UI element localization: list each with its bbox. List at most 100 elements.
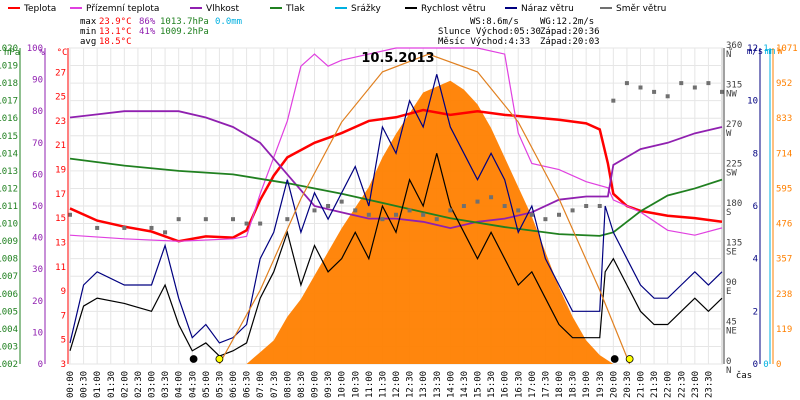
series-point-wind-direction bbox=[258, 221, 263, 226]
tick-label-pressure: 1005 bbox=[0, 307, 18, 317]
tick-label-humidity: 50 bbox=[32, 202, 43, 212]
x-tick-label: 09:30 bbox=[324, 371, 334, 398]
tick-label-temperature: 11 bbox=[55, 263, 66, 273]
x-tick-label: 15:30 bbox=[487, 371, 497, 398]
x-axis-label: čas bbox=[736, 370, 752, 381]
axis-label-direction: ° bbox=[728, 47, 733, 57]
tick-label-humidity: 20 bbox=[32, 297, 43, 307]
tick-label-wind: 8 bbox=[753, 149, 758, 159]
series-line-2 bbox=[69, 110, 723, 230]
series-line-5 bbox=[69, 74, 723, 344]
series-line-3 bbox=[69, 157, 723, 237]
series-point-wind-direction bbox=[203, 217, 208, 222]
tick-label-pressure: 1002 bbox=[0, 360, 18, 370]
tick-label-direction-compass: SW bbox=[726, 169, 737, 179]
series-point-wind-direction bbox=[231, 217, 235, 222]
x-tick-label: 14:00 bbox=[446, 371, 456, 398]
x-tick-label: 01:00 bbox=[93, 371, 103, 398]
sun-moon-marker bbox=[189, 355, 198, 363]
tick-label-humidity: 60 bbox=[32, 170, 43, 180]
series-point-wind-direction bbox=[489, 195, 494, 200]
x-tick-label: 03:00 bbox=[148, 371, 158, 398]
x-tick-label: 00:30 bbox=[80, 371, 90, 398]
sunrise-info: Slunce Východ:05:30 bbox=[438, 27, 541, 37]
axis-label-rain: mm bbox=[765, 47, 776, 57]
stat-label: min bbox=[80, 27, 96, 37]
tick-label-temperature: 23 bbox=[55, 117, 66, 127]
x-tick-label: 16:00 bbox=[501, 371, 511, 398]
x-tick-label: 23:30 bbox=[704, 371, 714, 398]
x-tick-label: 06:30 bbox=[243, 371, 253, 398]
series-point-wind-direction bbox=[312, 208, 317, 213]
series-point-wind-direction bbox=[163, 230, 168, 235]
tick-label-direction: 270 bbox=[726, 120, 742, 130]
stat-label: avg bbox=[80, 37, 96, 47]
sunset-info: Západ:20:36 bbox=[540, 27, 600, 37]
series-point-wind-direction bbox=[95, 225, 100, 230]
tick-label-pressure: 1003 bbox=[0, 342, 18, 352]
tick-label-solar: 1071 bbox=[776, 44, 798, 54]
tick-label-temperature: 5 bbox=[61, 336, 66, 346]
tick-label-pressure: 1013 bbox=[0, 167, 18, 177]
series-point-wind-direction bbox=[652, 89, 657, 94]
x-tick-label: 18:30 bbox=[569, 371, 579, 398]
legend-item: Přízemní teplota bbox=[86, 4, 159, 14]
tick-label-pressure: 1016 bbox=[0, 114, 18, 124]
x-tick-label: 12:00 bbox=[392, 371, 402, 398]
tick-label-direction-compass: N bbox=[726, 50, 731, 60]
x-tick-label: 09:00 bbox=[311, 371, 321, 398]
tick-label-solar: 238 bbox=[776, 290, 792, 300]
axis-label-pressure: hPa bbox=[4, 48, 20, 58]
tick-label-direction: 180 bbox=[726, 199, 742, 209]
axis-label-temperature: °C bbox=[57, 48, 68, 58]
series-line-0 bbox=[69, 108, 723, 243]
tick-label-direction: 360 bbox=[726, 41, 742, 51]
wind-gust-info: WG:12.2m/s bbox=[540, 17, 594, 27]
x-tick-label: 22:00 bbox=[664, 371, 674, 398]
tick-label-temperature: 7 bbox=[61, 311, 66, 321]
x-tick-label: 02:00 bbox=[120, 371, 130, 398]
tick-label-solar: 476 bbox=[776, 220, 792, 230]
stat-humidity: 41% bbox=[139, 27, 156, 37]
x-tick-label: 17:30 bbox=[541, 371, 551, 398]
tick-label-wind: 4 bbox=[753, 255, 758, 265]
series-point-wind-direction bbox=[611, 98, 616, 103]
tick-label-temperature: 15 bbox=[55, 214, 66, 224]
x-tick-label: 19:00 bbox=[582, 371, 592, 398]
x-tick-label: 17:00 bbox=[528, 371, 538, 398]
sun-moon-marker bbox=[610, 355, 619, 363]
tick-label-humidity: 0 bbox=[38, 360, 43, 370]
tick-label-solar: 714 bbox=[776, 149, 792, 159]
sun-moon-marker bbox=[215, 355, 224, 363]
axis-label-solar: W bbox=[777, 47, 783, 57]
legend-item: Teplota bbox=[23, 4, 56, 14]
series-point-wind-direction bbox=[679, 81, 684, 86]
axis-label-humidity: % bbox=[39, 48, 45, 58]
series-solar-area bbox=[246, 80, 614, 364]
series-point-wind-direction bbox=[394, 212, 398, 217]
x-tick-label: 12:30 bbox=[406, 371, 416, 398]
series-point-wind-direction bbox=[706, 81, 711, 86]
sun-moon-marker bbox=[625, 355, 634, 363]
tick-label-temperature: 17 bbox=[55, 190, 66, 200]
tick-label-direction: 0 bbox=[726, 357, 731, 367]
x-tick-label: 04:30 bbox=[188, 371, 198, 398]
tick-label-pressure: 1010 bbox=[0, 220, 18, 230]
tick-label-solar: 119 bbox=[776, 325, 792, 335]
tick-label-temperature: 13 bbox=[55, 238, 66, 248]
series-point-wind-direction bbox=[122, 225, 127, 230]
series-point-wind-direction bbox=[448, 208, 453, 213]
series-point-wind-direction bbox=[516, 208, 521, 213]
tick-label-direction-compass: S bbox=[726, 208, 731, 218]
x-tick-label: 15:00 bbox=[474, 371, 484, 398]
series-point-wind-direction bbox=[665, 94, 670, 99]
x-tick-label: 21:30 bbox=[650, 371, 660, 398]
legend-item: Rychlost větru bbox=[421, 4, 486, 14]
tick-label-humidity: 40 bbox=[32, 234, 43, 244]
series-point-wind-direction bbox=[475, 199, 480, 204]
series-point-wind-direction bbox=[353, 208, 358, 213]
series-point-wind-direction bbox=[366, 212, 371, 217]
tick-label-wind: 6 bbox=[753, 202, 758, 212]
